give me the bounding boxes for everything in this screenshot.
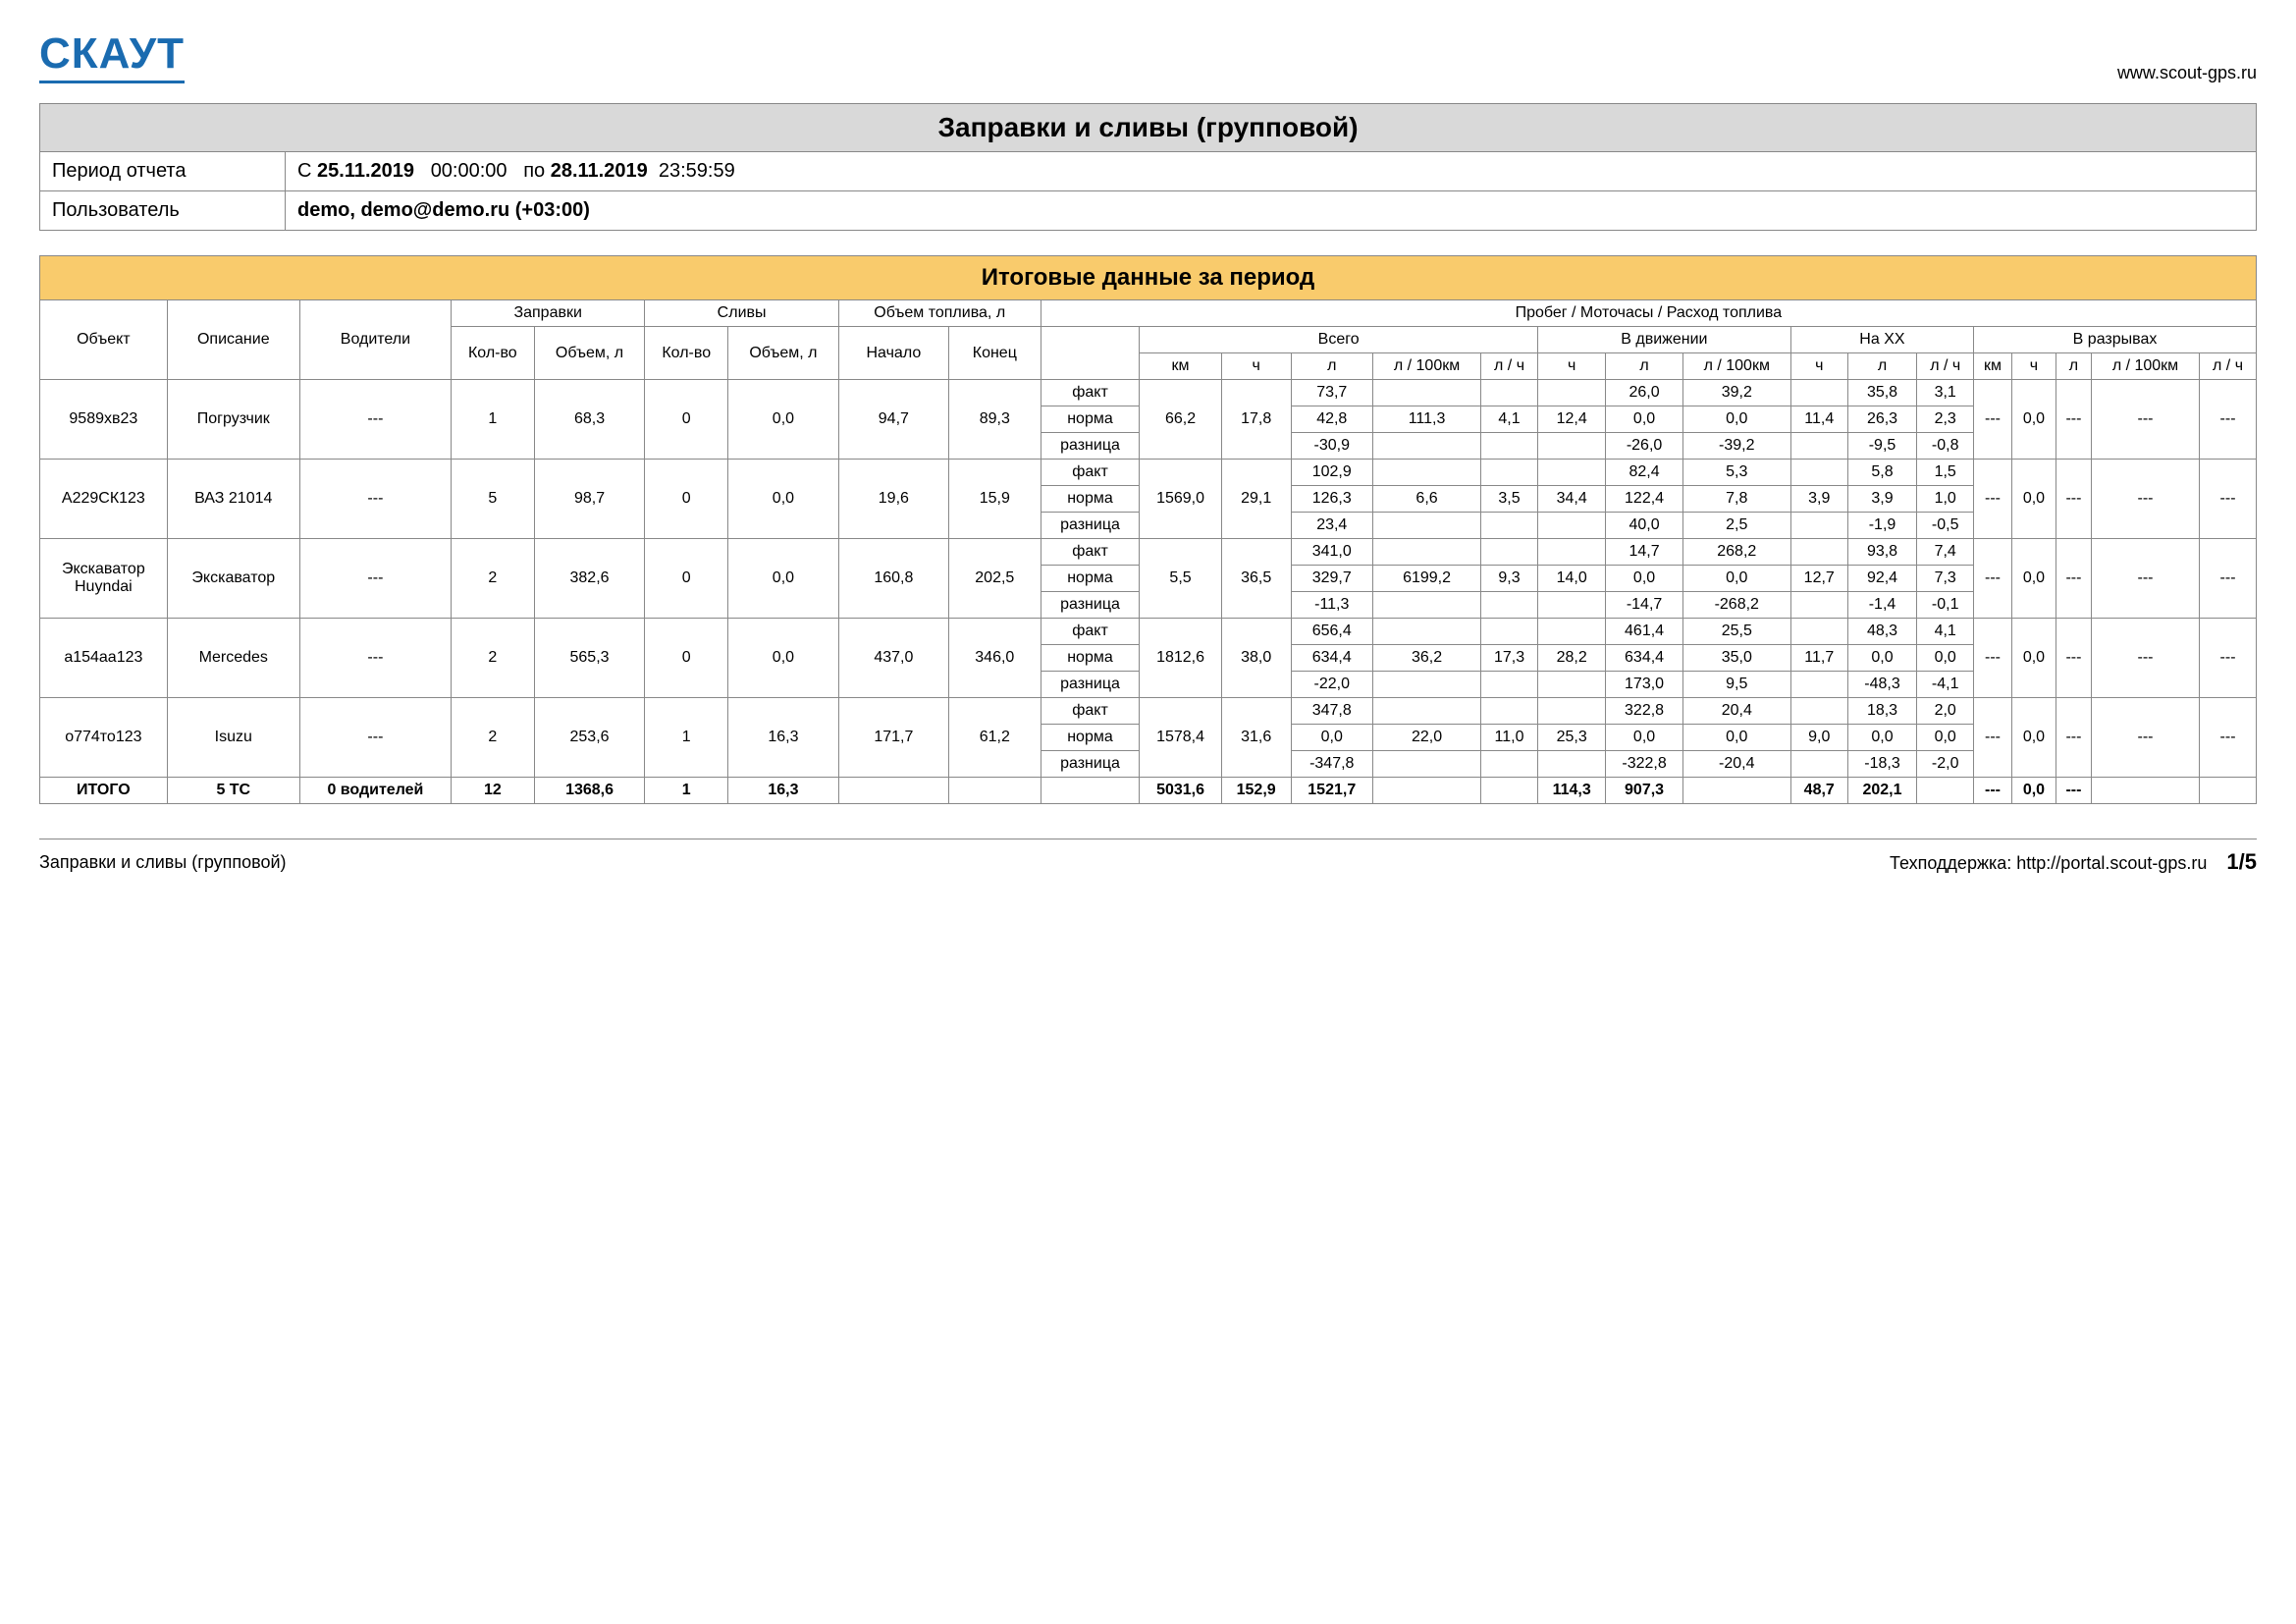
h-start: Начало (838, 327, 948, 380)
h-object: Объект (40, 300, 168, 380)
h-gkm: км (1974, 353, 2012, 380)
user-label: Пользователь (40, 191, 286, 231)
footer-left: Заправки и сливы (групповой) (39, 852, 287, 873)
h-fuel: Объем топлива, л (838, 300, 1041, 327)
h-gl: л (2056, 353, 2091, 380)
footer-support: Техподдержка: http://portal.scout-gps.ru (1890, 853, 2207, 873)
user-value: demo, demo@demo.ru (+03:00) (286, 191, 2257, 231)
h-l100: л / 100км (1373, 353, 1481, 380)
h-g100: л / 100км (2091, 353, 2199, 380)
h-moving: В движении (1537, 327, 1790, 353)
website-url: www.scout-gps.ru (2117, 63, 2257, 83)
h-xh: ч (1790, 353, 1847, 380)
report-title: Заправки и сливы (групповой) (40, 104, 2257, 152)
h-end: Конец (948, 327, 1041, 380)
h-total: Всего (1140, 327, 1538, 353)
h-lh: л / ч (1481, 353, 1538, 380)
h-ref-cnt: Кол-во (452, 327, 535, 380)
h-refuels: Заправки (452, 300, 645, 327)
report-meta-table: Заправки и сливы (групповой) Период отче… (39, 103, 2257, 231)
h-glh: л / ч (2200, 353, 2257, 380)
h-mh: ч (1537, 353, 1605, 380)
h-gh: ч (2011, 353, 2056, 380)
h-desc: Описание (167, 300, 299, 380)
section-header: Итоговые данные за период (40, 256, 2257, 300)
table-row: 9589хв23Погрузчик---168,300,094,789,3фак… (40, 380, 2257, 406)
table-row: о774то123Isuzu---2253,6116,3171,761,2фак… (40, 698, 2257, 725)
h-dr-vol: Объем, л (728, 327, 839, 380)
totals-row: ИТОГО5 ТС0 водителей121368,6116,35031,61… (40, 778, 2257, 804)
table-row: Экскаватор HuyndaiЭкскаватор---2382,600,… (40, 539, 2257, 566)
h-drains: Сливы (645, 300, 838, 327)
h-mileage: Пробег / Моточасы / Расход топлива (1041, 300, 2256, 327)
data-table: Итоговые данные за период Объект Описани… (39, 255, 2257, 804)
h-h: ч (1221, 353, 1291, 380)
h-blank (1041, 327, 1140, 380)
h-m100: л / 100км (1682, 353, 1790, 380)
page-header: СКАУТ www.scout-gps.ru (39, 29, 2257, 83)
logo: СКАУТ (39, 29, 185, 83)
h-xl: л (1847, 353, 1917, 380)
h-drivers: Водители (299, 300, 451, 380)
table-row: А229СК123ВАЗ 21014---598,700,019,615,9фа… (40, 460, 2257, 486)
page-footer: Заправки и сливы (групповой) Техподдержк… (39, 839, 2257, 875)
h-ml: л (1606, 353, 1682, 380)
h-idle: На XX (1790, 327, 1973, 353)
h-km: км (1140, 353, 1222, 380)
h-dr-cnt: Кол-во (645, 327, 728, 380)
h-gaps: В разрывах (1974, 327, 2257, 353)
h-l: л (1291, 353, 1373, 380)
h-xlh: л / ч (1917, 353, 1974, 380)
period-label: Период отчета (40, 152, 286, 191)
period-value: С 25.11.2019 00:00:00 по 28.11.2019 23:5… (286, 152, 2257, 191)
page-number: 1/5 (2226, 849, 2257, 874)
h-ref-vol: Объем, л (534, 327, 645, 380)
table-row: а154аа123Mercedes---2565,300,0437,0346,0… (40, 619, 2257, 645)
